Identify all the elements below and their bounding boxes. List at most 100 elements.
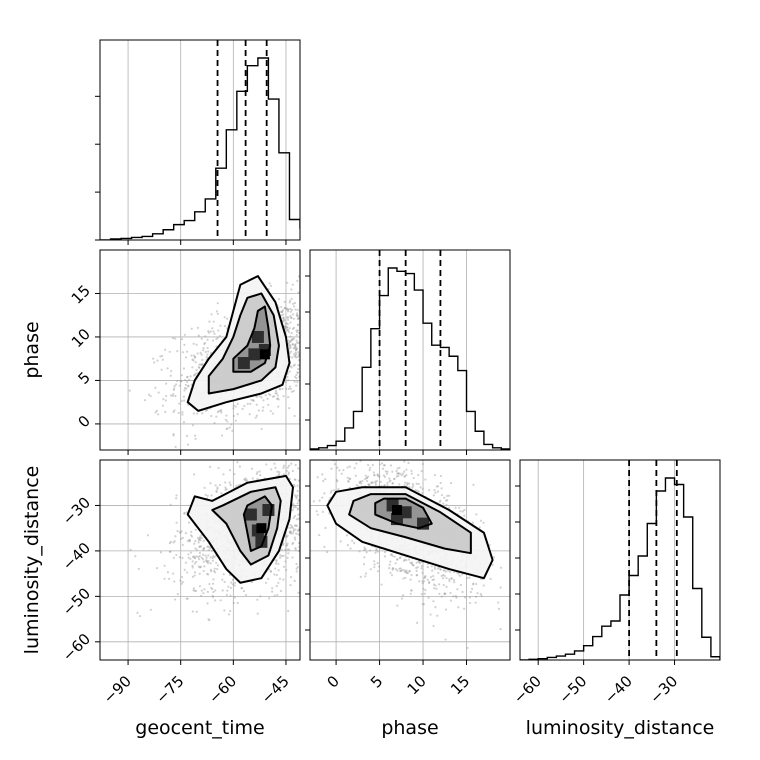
- scatter-point: [189, 557, 192, 561]
- scatter-point: [194, 372, 198, 375]
- scatter-point: [427, 581, 431, 584]
- y-axis-label-luminosity_distance: luminosity_distance: [21, 466, 43, 655]
- scatter-point: [174, 383, 178, 386]
- scatter-point: [327, 488, 329, 490]
- scatter-point: [320, 333, 322, 335]
- scatter-point: [196, 352, 199, 355]
- scatter-point: [302, 352, 304, 354]
- scatter-point: [305, 339, 307, 341]
- scatter-point: [423, 576, 426, 580]
- scatter-point: [302, 504, 304, 506]
- scatter-point: [341, 431, 343, 433]
- scatter-point: [515, 571, 517, 573]
- scatter-point: [294, 548, 297, 551]
- scatter-point: [420, 593, 423, 596]
- scatter-point: [161, 358, 165, 361]
- scatter-point: [143, 399, 147, 402]
- scatter-point: [453, 580, 456, 584]
- scatter-point: [303, 501, 305, 503]
- scatter-point: [183, 399, 186, 402]
- scatter-point: [315, 349, 317, 351]
- scatter-point: [175, 494, 178, 497]
- scatter-point: [265, 448, 267, 450]
- scatter-point: [233, 473, 236, 476]
- scatter-point: [306, 268, 308, 270]
- scatter-point: [439, 499, 442, 502]
- scatter-point: [353, 466, 356, 470]
- scatter-point: [169, 503, 172, 506]
- scatter-point: [174, 445, 177, 449]
- scatter-point: [312, 487, 314, 489]
- scatter-point: [347, 480, 350, 483]
- scatter-point: [297, 359, 300, 362]
- scatter-point: [172, 572, 175, 575]
- scatter-point: [197, 541, 200, 544]
- scatter-point: [181, 351, 184, 354]
- scatter-point: [297, 528, 300, 531]
- scatter-point: [410, 589, 413, 592]
- scatter-point: [330, 489, 333, 492]
- scatter-point: [191, 424, 194, 427]
- scatter-point: [209, 568, 213, 571]
- scatter-point: [194, 589, 198, 593]
- scatter-point: [207, 330, 210, 333]
- scatter-point: [241, 407, 244, 410]
- scatter-point: [207, 559, 210, 563]
- scatter-point: [193, 562, 197, 565]
- scatter-point: [316, 294, 318, 296]
- scatter-point: [318, 308, 320, 310]
- y-tick-label: −60: [59, 630, 94, 665]
- scatter-point: [463, 514, 466, 517]
- scatter-point: [433, 488, 436, 492]
- scatter-point: [375, 549, 378, 552]
- scatter-point: [364, 548, 367, 551]
- scatter-point: [343, 303, 345, 305]
- scatter-point: [174, 394, 177, 398]
- scatter-point: [293, 355, 296, 358]
- panel-frame: [99, 249, 301, 451]
- scatter-point: [290, 316, 293, 320]
- scatter-point: [310, 315, 312, 317]
- scatter-point: [256, 471, 259, 474]
- scatter-point: [227, 613, 231, 616]
- scatter-point: [320, 372, 322, 374]
- scatter-point: [445, 499, 448, 502]
- scatter-point: [324, 526, 327, 530]
- scatter-point: [200, 589, 203, 592]
- contour-line: [242, 495, 273, 552]
- scatter-point: [222, 473, 225, 476]
- scatter-point: [292, 532, 295, 535]
- scatter-point: [196, 412, 199, 415]
- scatter-point: [339, 351, 341, 353]
- scatter-point: [216, 411, 219, 414]
- scatter-point: [308, 326, 310, 328]
- scatter-point: [326, 330, 328, 332]
- scatter-point: [332, 318, 334, 320]
- scatter-point: [211, 587, 214, 591]
- scatter-point: [232, 601, 235, 605]
- scatter-point: [315, 324, 317, 326]
- scatter-point: [186, 571, 189, 574]
- scatter-point: [193, 555, 196, 558]
- scatter-point: [295, 532, 298, 535]
- scatter-point: [374, 481, 377, 485]
- scatter-point: [259, 595, 262, 598]
- scatter-point: [219, 324, 222, 327]
- scatter-point: [184, 531, 188, 535]
- scatter-point: [301, 359, 303, 361]
- x-axis-label-geocent_time: geocent_time: [135, 717, 264, 739]
- scatter-point: [173, 387, 176, 390]
- scatter-point: [395, 475, 398, 478]
- panel-content-0-0: [100, 40, 300, 240]
- scatter-point: [164, 410, 167, 413]
- scatter-point: [277, 569, 280, 572]
- scatter-point: [193, 542, 196, 545]
- scatter-point: [223, 316, 226, 319]
- scatter-point: [365, 476, 368, 479]
- scatter-point: [289, 335, 292, 338]
- scatter-point: [315, 517, 317, 519]
- scatter-point: [302, 485, 304, 487]
- scatter-point: [301, 342, 303, 344]
- scatter-point: [474, 595, 478, 598]
- scatter-point: [292, 516, 295, 519]
